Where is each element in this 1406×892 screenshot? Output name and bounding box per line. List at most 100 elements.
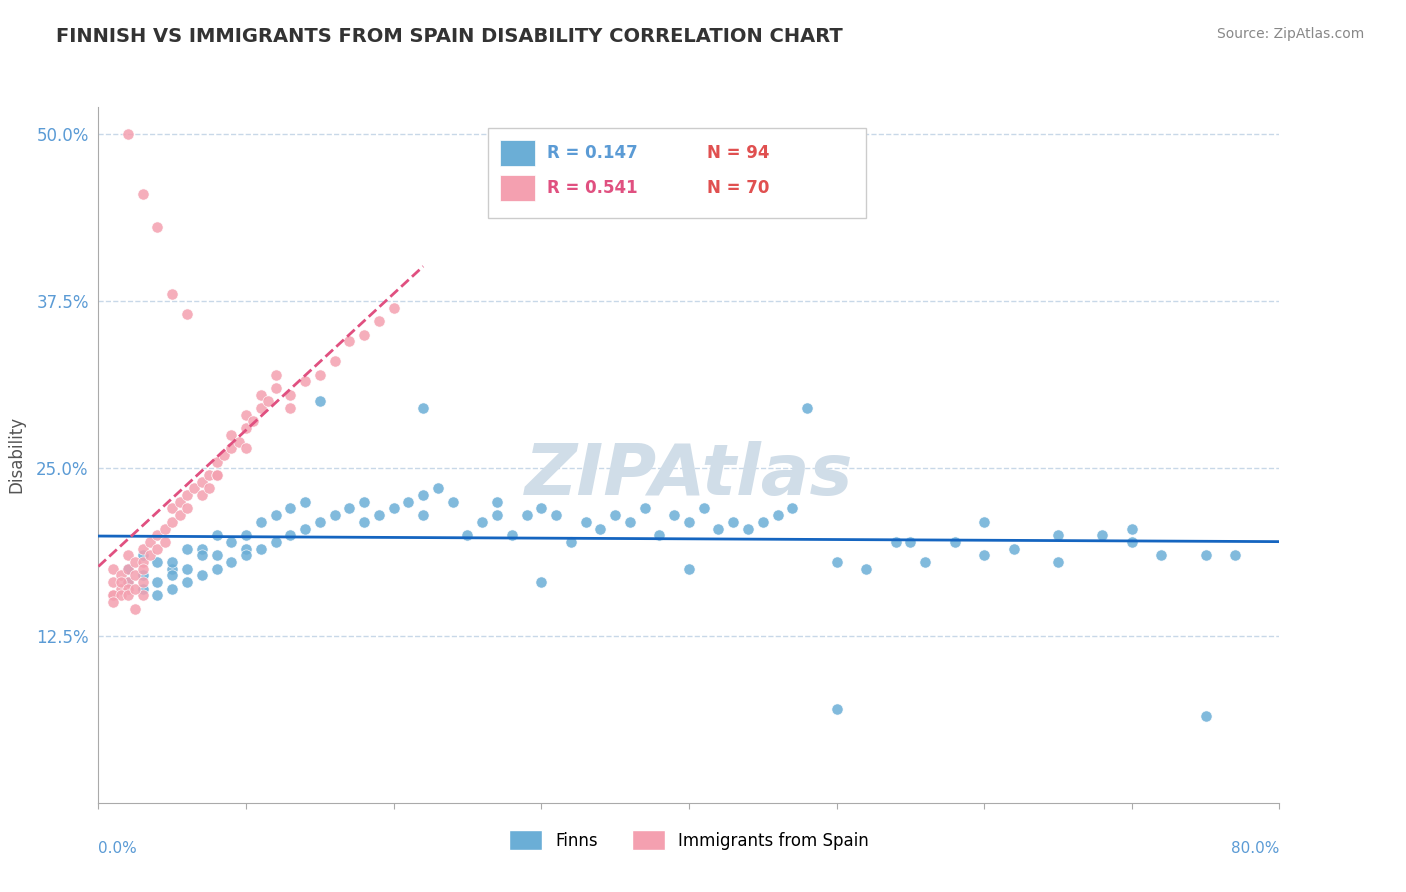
Point (162, 582, 183, 596)
Point (124, 582, 146, 596)
Text: Source: ZipAtlas.com: Source: ZipAtlas.com (1216, 27, 1364, 41)
Point (117, 127, 139, 141)
Point (235, 528, 257, 542)
Point (250, 541, 273, 556)
Point (278, 501, 302, 516)
Point (228, 434, 250, 449)
Point (162, 568, 183, 582)
Point (1150, 548, 1173, 563)
Point (721, 515, 744, 529)
Point (176, 488, 198, 502)
Point (183, 482, 205, 496)
Text: R = 0.147: R = 0.147 (547, 144, 638, 162)
Point (294, 375, 316, 389)
Point (825, 555, 848, 569)
Text: 80.0%: 80.0% (1232, 841, 1279, 856)
Point (544, 508, 567, 523)
Legend: Finns, Immigrants from Spain: Finns, Immigrants from Spain (502, 823, 876, 857)
Point (574, 515, 596, 529)
Point (103, 589, 125, 603)
Point (884, 535, 907, 549)
Point (530, 575, 553, 590)
Point (382, 301, 405, 315)
Point (825, 702, 848, 716)
Point (693, 501, 716, 516)
Point (678, 515, 700, 529)
Point (1091, 528, 1114, 542)
Point (139, 548, 162, 563)
Point (250, 388, 273, 402)
Point (530, 501, 553, 516)
Point (146, 528, 169, 542)
Point (309, 515, 332, 529)
Point (132, 575, 155, 590)
Point (205, 468, 228, 483)
Point (117, 562, 139, 576)
Point (191, 488, 214, 502)
Point (146, 541, 169, 556)
Point (353, 515, 375, 529)
Text: ZIPAtlas: ZIPAtlas (524, 442, 853, 510)
Point (153, 535, 176, 549)
Point (103, 589, 125, 603)
Point (205, 528, 228, 542)
Point (146, 575, 169, 590)
Point (198, 482, 221, 496)
Point (235, 408, 257, 422)
Point (219, 428, 242, 442)
Point (412, 401, 434, 416)
Point (664, 508, 686, 523)
Point (368, 508, 391, 523)
Point (486, 494, 509, 508)
Text: 0.0%: 0.0% (98, 841, 138, 856)
Point (110, 575, 132, 590)
Point (264, 368, 287, 382)
Point (353, 494, 375, 508)
Point (146, 220, 169, 235)
Point (278, 388, 302, 402)
Point (235, 541, 257, 556)
Point (132, 541, 155, 556)
Y-axis label: Disability: Disability (7, 417, 25, 493)
Point (382, 501, 405, 516)
Point (368, 314, 391, 328)
Point (309, 368, 332, 382)
Point (250, 515, 273, 529)
Point (737, 521, 759, 535)
Point (117, 562, 139, 576)
Point (412, 508, 434, 523)
Point (973, 548, 995, 563)
Point (117, 575, 139, 590)
Point (1002, 541, 1025, 556)
Point (782, 501, 804, 516)
Point (205, 468, 228, 483)
Point (264, 535, 287, 549)
Point (441, 494, 464, 508)
Point (323, 508, 346, 523)
Point (162, 501, 183, 516)
Point (309, 394, 332, 409)
Bar (501, 140, 536, 166)
Point (1121, 521, 1143, 535)
Point (471, 515, 494, 529)
Point (264, 381, 287, 395)
Point (337, 501, 360, 516)
Point (169, 508, 191, 523)
Point (162, 555, 183, 569)
Point (337, 334, 360, 349)
Point (103, 562, 125, 576)
Point (796, 401, 818, 416)
Point (132, 562, 155, 576)
Point (264, 508, 287, 523)
Text: N = 94: N = 94 (707, 144, 769, 162)
Point (117, 548, 139, 563)
Point (257, 394, 280, 409)
Point (205, 562, 228, 576)
Text: FINNISH VS IMMIGRANTS FROM SPAIN DISABILITY CORRELATION CHART: FINNISH VS IMMIGRANTS FROM SPAIN DISABIL… (56, 27, 844, 45)
Point (132, 555, 155, 569)
Point (1195, 708, 1218, 723)
Point (153, 521, 176, 535)
Point (235, 548, 257, 563)
Point (486, 508, 509, 523)
Point (176, 501, 198, 516)
